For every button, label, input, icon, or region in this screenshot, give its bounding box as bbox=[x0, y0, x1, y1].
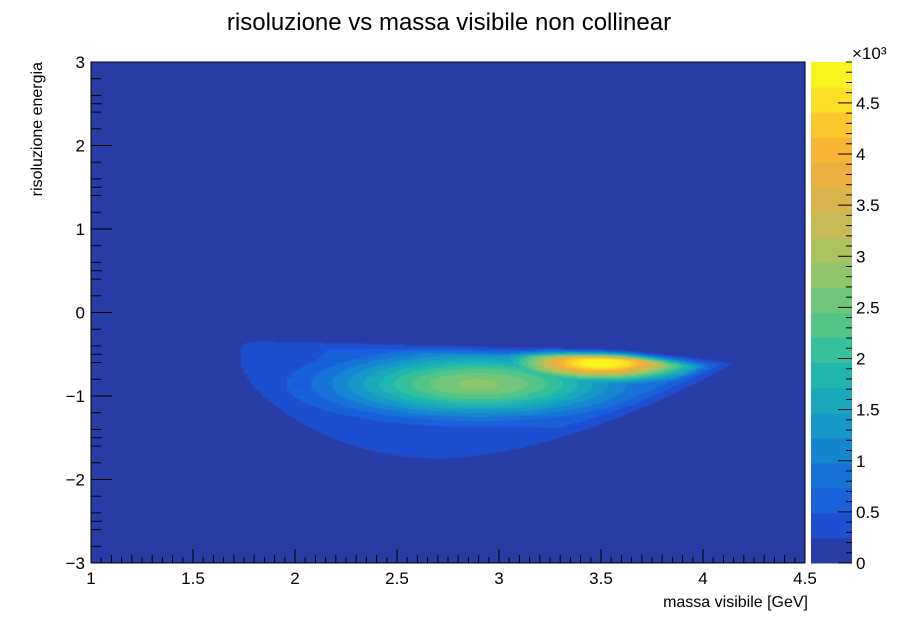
colorbar-swatch bbox=[811, 487, 852, 514]
y-tick-label: 0 bbox=[76, 304, 85, 323]
colorbar-swatch bbox=[811, 162, 852, 188]
y-tick-label: 3 bbox=[76, 53, 85, 72]
y-tick-label: −1 bbox=[66, 387, 85, 406]
colorbar-swatch bbox=[811, 437, 852, 464]
colorbar-tick-label: 0.5 bbox=[856, 503, 880, 522]
colorbar-swatch bbox=[811, 62, 852, 88]
x-tick-label: 1 bbox=[86, 569, 95, 588]
x-tick-label: 1.5 bbox=[181, 569, 205, 588]
colorbar-swatch bbox=[811, 137, 852, 163]
colorbar-tick-label: 0 bbox=[856, 554, 865, 573]
colorbar-swatch bbox=[811, 537, 852, 564]
plot-area bbox=[90, 61, 806, 564]
y-tick-label: 2 bbox=[76, 137, 85, 156]
y-tick-label: −2 bbox=[66, 471, 85, 490]
x-tick-label: 4 bbox=[698, 569, 707, 588]
colorbar-swatch bbox=[811, 412, 852, 439]
colorbar-tick-label: 3 bbox=[856, 247, 865, 266]
colorbar-swatch bbox=[811, 512, 852, 539]
x-tick-label: 2 bbox=[290, 569, 299, 588]
colorbar-swatch bbox=[811, 287, 852, 313]
y-tick-label: −3 bbox=[66, 554, 85, 573]
colorbar-swatch bbox=[811, 187, 852, 213]
colorbar-tick-label: 3.5 bbox=[856, 196, 880, 215]
colorbar-tick-label: 4.5 bbox=[856, 94, 880, 113]
colorbar-swatch bbox=[811, 262, 852, 288]
colorbar-tick-label: 2.5 bbox=[856, 298, 880, 317]
colorbar-swatch bbox=[811, 87, 852, 113]
chart-title: risoluzione vs massa visibile non collin… bbox=[227, 9, 671, 36]
colorbar-swatch bbox=[811, 237, 852, 263]
plot-background bbox=[91, 62, 805, 563]
colorbar-swatch bbox=[811, 362, 852, 389]
colorbar-swatch bbox=[811, 337, 852, 364]
x-tick-label: 3.5 bbox=[589, 569, 613, 588]
colorbar-multiplier: ×10³ bbox=[852, 44, 887, 63]
colorbar-tick-label: 1.5 bbox=[856, 401, 880, 420]
y-axis: −3 −2 −1 0 1 2 3 bbox=[66, 53, 112, 573]
colorbar-swatch bbox=[811, 387, 852, 414]
x-tick-label: 3 bbox=[494, 569, 503, 588]
x-tick-label: 2.5 bbox=[385, 569, 409, 588]
x-axis-title: massa visibile [GeV] bbox=[663, 594, 808, 611]
colorbar-swatch bbox=[811, 312, 852, 339]
colorbar-swatch bbox=[811, 462, 852, 489]
heatmap-cells bbox=[240, 341, 732, 459]
y-tick-label: 1 bbox=[76, 220, 85, 239]
x-axis: 1 1.5 2 2.5 3 3.5 4 4.5 bbox=[86, 549, 817, 588]
colorbar-swatch bbox=[811, 212, 852, 238]
colorbar-swatch bbox=[811, 112, 852, 138]
y-axis-title: risoluzione energia bbox=[29, 62, 46, 196]
colorbar-tick-label: 2 bbox=[856, 350, 865, 369]
colorbar: 0 0.5 1 1.5 2 2.5 3 3.5 4 4.5 bbox=[811, 61, 880, 573]
x-tick-label: 4.5 bbox=[793, 569, 817, 588]
colorbar-tick-label: 4 bbox=[856, 145, 865, 164]
colorbar-tick-label: 1 bbox=[856, 452, 865, 471]
